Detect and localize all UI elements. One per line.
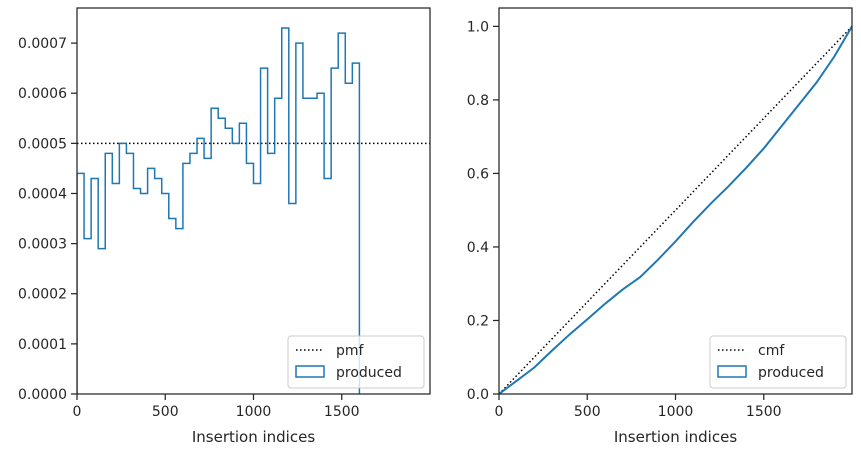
legend-label-produced: produced xyxy=(758,365,824,381)
y-tick-label: 0.0007 xyxy=(18,36,67,52)
plot-area xyxy=(499,25,852,394)
y-tick-label: 0.0001 xyxy=(18,337,67,353)
y-tick-label: 0.4 xyxy=(467,240,489,256)
curve-produced xyxy=(499,25,852,394)
x-tick-label: 0 xyxy=(73,404,82,420)
y-tick-label: 0.0 xyxy=(467,387,489,403)
y-tick-label: 1.0 xyxy=(467,19,489,35)
x-axis-label: Insertion indices xyxy=(614,428,737,446)
reference-line-cmf xyxy=(499,25,852,394)
legend-label-cmf: cmf xyxy=(758,343,785,359)
plot-area xyxy=(77,27,430,394)
x-tick-label: 0 xyxy=(495,404,504,420)
y-tick-label: 0.0002 xyxy=(18,287,67,303)
left-panel-pmf-histogram: 0 500 1000 1500 0.0000 0.0001 0.0002 0.0003 0.00… xyxy=(18,7,431,446)
legend-label-produced: produced xyxy=(336,365,402,381)
legend-box xyxy=(709,335,847,389)
histogram-step-produced xyxy=(77,27,361,394)
legend-swatch-produced xyxy=(717,365,747,378)
x-tick-label: 1500 xyxy=(746,404,782,420)
legend: cmf produced xyxy=(709,335,847,389)
x-tick-label: 500 xyxy=(152,404,179,420)
legend-label-pmf: pmf xyxy=(336,343,365,359)
x-axis-label: Insertion indices xyxy=(192,428,315,446)
y-tick-label: 0.8 xyxy=(467,93,489,109)
legend-box xyxy=(287,335,425,389)
legend-swatch-produced xyxy=(295,365,325,378)
x-tick-label: 500 xyxy=(574,404,601,420)
y-tick-label: 0.0004 xyxy=(18,186,67,202)
y-tick-label: 0.0003 xyxy=(18,237,67,253)
x-tick-label: 1000 xyxy=(658,404,694,420)
y-tick-label: 0.0000 xyxy=(18,387,67,403)
y-tick-label: 0.0005 xyxy=(18,136,67,152)
y-tick-label: 0.6 xyxy=(467,166,489,182)
y-tick-label: 0.0006 xyxy=(18,86,67,102)
legend: pmf produced xyxy=(287,335,425,389)
x-tick-label: 1500 xyxy=(324,404,360,420)
y-tick-label: 0.2 xyxy=(467,313,489,329)
right-panel-cmf-curve: 0 500 1000 1500 0.0 0.2 0.4 0.6 0.8 1.0 Insertion … xyxy=(467,7,853,446)
x-tick-label: 1000 xyxy=(236,404,272,420)
